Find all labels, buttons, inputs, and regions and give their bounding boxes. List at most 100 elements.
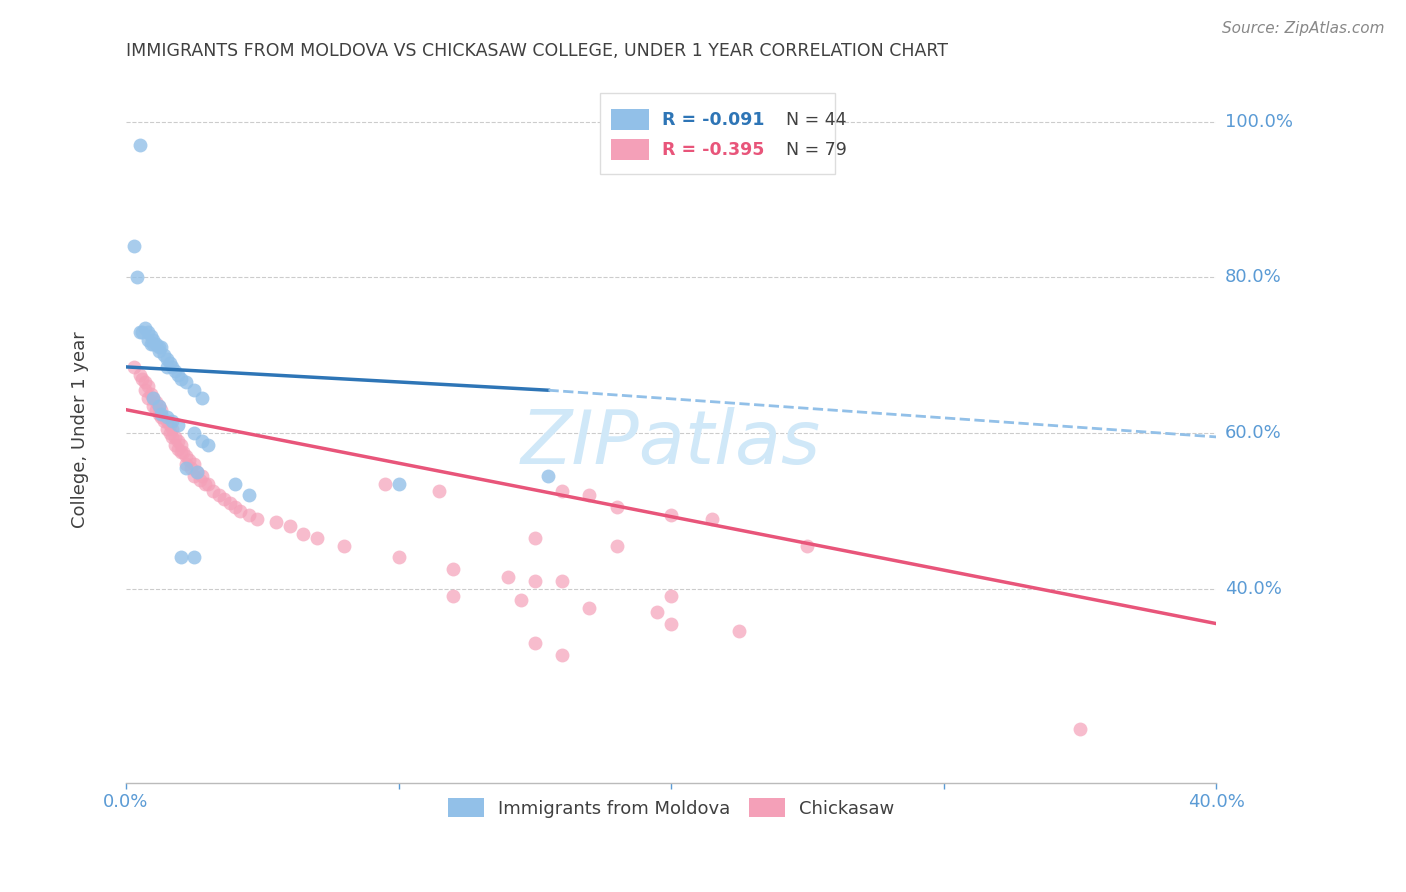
Text: N = 44: N = 44	[786, 111, 846, 128]
Point	[122, 239, 145, 253]
Point	[166, 442, 188, 456]
FancyBboxPatch shape	[600, 93, 835, 174]
Point	[136, 379, 159, 393]
Point	[429, 484, 451, 499]
Text: Source: ZipAtlas.com: Source: ZipAtlas.com	[1222, 21, 1385, 36]
Point	[150, 407, 173, 421]
Point	[186, 465, 208, 479]
Point	[224, 476, 246, 491]
Point	[159, 356, 181, 370]
Point	[131, 371, 153, 385]
Point	[162, 414, 184, 428]
Point	[197, 476, 219, 491]
Point	[510, 593, 533, 607]
Point	[169, 550, 191, 565]
Point	[387, 476, 409, 491]
Point	[551, 648, 574, 662]
Point	[194, 476, 217, 491]
Point	[142, 391, 165, 405]
Point	[159, 425, 181, 440]
Point	[139, 387, 162, 401]
Point	[796, 539, 818, 553]
Point	[523, 531, 546, 545]
Point	[174, 376, 197, 390]
Point	[150, 341, 173, 355]
Point	[139, 328, 162, 343]
Point	[134, 321, 156, 335]
Point	[246, 511, 269, 525]
Point	[177, 453, 200, 467]
Point	[145, 402, 167, 417]
Point	[148, 341, 170, 355]
Point	[136, 391, 159, 405]
Point	[333, 539, 356, 553]
Point	[1069, 722, 1091, 736]
Point	[551, 484, 574, 499]
Point	[186, 465, 208, 479]
Point	[148, 344, 170, 359]
Point	[134, 383, 156, 397]
Point	[162, 359, 184, 374]
Point	[142, 336, 165, 351]
Point	[183, 383, 205, 397]
Point	[191, 434, 214, 448]
Point	[191, 391, 214, 405]
Point	[145, 336, 167, 351]
Point	[647, 605, 669, 619]
Point	[374, 476, 396, 491]
Point	[197, 438, 219, 452]
Point	[162, 422, 184, 436]
Point	[131, 325, 153, 339]
Point	[183, 550, 205, 565]
Point	[128, 368, 150, 382]
Point	[153, 348, 176, 362]
Point	[174, 450, 197, 464]
Point	[659, 616, 682, 631]
Point	[441, 562, 464, 576]
Point	[142, 399, 165, 413]
Text: N = 79: N = 79	[786, 141, 846, 159]
Point	[162, 430, 184, 444]
Text: 100.0%: 100.0%	[1225, 113, 1292, 131]
Point	[156, 410, 179, 425]
Point	[150, 410, 173, 425]
Point	[148, 407, 170, 421]
Point	[229, 504, 252, 518]
Text: ZIPatlas: ZIPatlas	[522, 408, 821, 479]
FancyBboxPatch shape	[612, 109, 650, 130]
Point	[174, 457, 197, 471]
Point	[156, 359, 179, 374]
Point	[128, 325, 150, 339]
Text: 40.0%: 40.0%	[1225, 580, 1281, 598]
Point	[578, 488, 600, 502]
Point	[165, 364, 187, 378]
Point	[134, 376, 156, 390]
Point	[145, 395, 167, 409]
Point	[156, 422, 179, 436]
Point	[218, 496, 240, 510]
Point	[150, 402, 173, 417]
Point	[183, 468, 205, 483]
Point	[278, 519, 301, 533]
Point	[125, 270, 148, 285]
Point	[139, 336, 162, 351]
Point	[238, 488, 260, 502]
Point	[523, 636, 546, 650]
Point	[191, 468, 214, 483]
Point	[174, 461, 197, 475]
Point	[128, 138, 150, 153]
Point	[537, 468, 560, 483]
Point	[238, 508, 260, 522]
Point	[169, 445, 191, 459]
Point	[496, 570, 519, 584]
Point	[441, 590, 464, 604]
Point	[156, 414, 179, 428]
Point	[188, 473, 211, 487]
Point	[169, 438, 191, 452]
Point	[142, 391, 165, 405]
Point	[148, 399, 170, 413]
Point	[208, 488, 231, 502]
Point	[183, 457, 205, 471]
Point	[700, 511, 723, 525]
Point	[136, 325, 159, 339]
